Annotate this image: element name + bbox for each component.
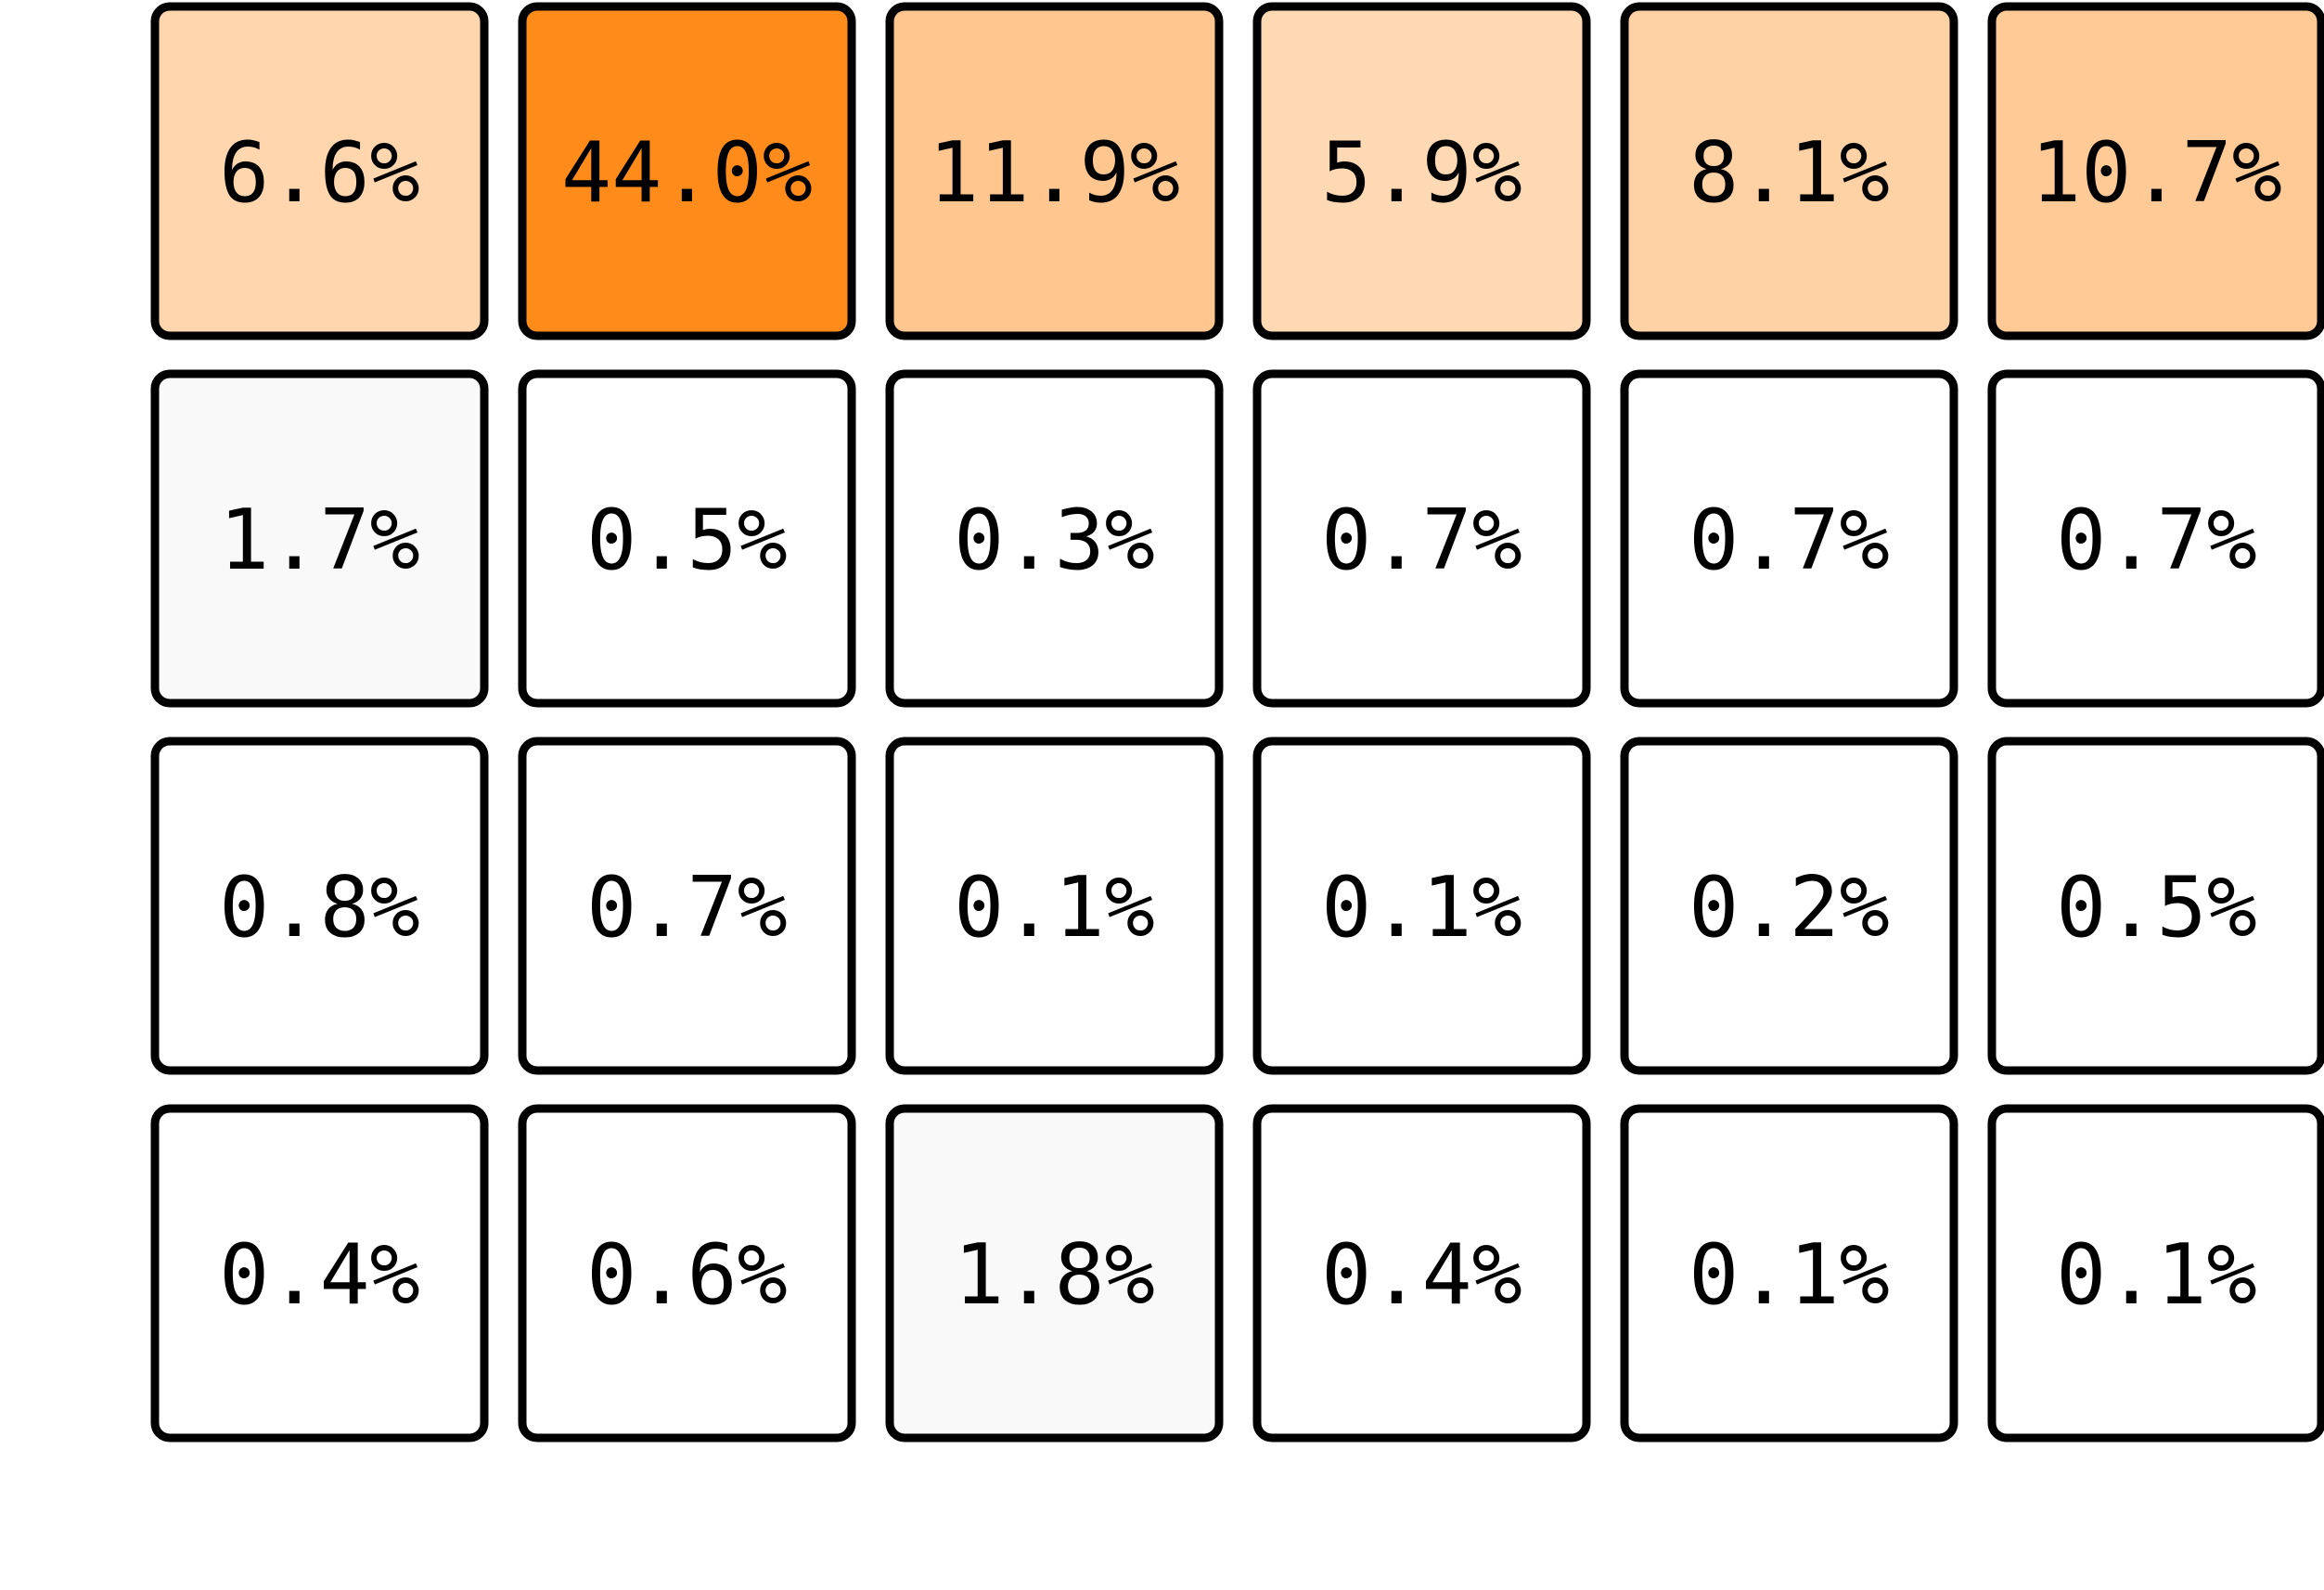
- heatmap-cell: 0.5%: [1987, 737, 2324, 1075]
- heatmap-cell-label: 0.2%: [1688, 859, 1890, 956]
- heatmap-cell-label: 5.9%: [1321, 124, 1522, 222]
- heatmap-cell-rect: [518, 2, 856, 340]
- heatmap-cell: 44.0%: [518, 2, 856, 340]
- heatmap-cell-label: 0.7%: [2056, 492, 2257, 589]
- heatmap-cell-rect: [1252, 369, 1591, 708]
- heatmap-cell-label: 0.1%: [1321, 859, 1522, 956]
- heatmap-cell: 0.8%: [150, 737, 489, 1075]
- heatmap-cell: 10.7%: [1987, 2, 2324, 340]
- heatmap-cell-rect: [885, 369, 1224, 708]
- heatmap-cell-rect: [1620, 369, 1958, 708]
- heatmap-cell-label: 0.1%: [1688, 1226, 1890, 1324]
- heatmap-cell-label: 6.6%: [219, 124, 420, 222]
- heatmap-cell-rect: [150, 369, 489, 708]
- heatmap-cell-rect: [518, 737, 856, 1075]
- heatmap-cell-rect: [1620, 737, 1958, 1075]
- heatmap-cell-rect: [1252, 737, 1591, 1075]
- heatmap-cell-label: 44.0%: [561, 124, 813, 222]
- heatmap-cell-rect: [1987, 369, 2324, 708]
- heatmap-cell: 0.4%: [150, 1104, 489, 1443]
- heatmap-cell: 1.8%: [885, 1104, 1224, 1443]
- heatmap-cell-rect: [518, 369, 856, 708]
- heatmap-cell-label: 0.7%: [1688, 492, 1890, 589]
- heatmap-cell-label: 0.4%: [219, 1226, 420, 1324]
- heatmap-cell-rect: [518, 1104, 856, 1443]
- heatmap-cell: 0.7%: [1252, 369, 1591, 708]
- heatmap-cell-rect: [1620, 1104, 1958, 1443]
- heatmap-cell-label: 0.7%: [586, 859, 788, 956]
- heatmap-cell-label: 0.3%: [954, 492, 1155, 589]
- heatmap-cell: 6.6%: [150, 2, 489, 340]
- heatmap-cell: 1.7%: [150, 369, 489, 708]
- heatmap-cell-rect: [1987, 2, 2324, 340]
- heatmap-cell-rect: [885, 1104, 1224, 1443]
- heatmap-cell-label: 0.1%: [2056, 1226, 2257, 1324]
- heatmap-cell-label: 10.7%: [2031, 124, 2282, 222]
- heatmap-cell-rect: [150, 2, 489, 340]
- heatmap-cell: 0.4%: [1252, 1104, 1591, 1443]
- heatmap-cell-label: 1.8%: [954, 1226, 1155, 1324]
- heatmap-cell-label: 0.4%: [1321, 1226, 1522, 1324]
- heatmap-cell: 0.7%: [1987, 369, 2324, 708]
- heatmap-cell: 8.1%: [1620, 2, 1958, 340]
- heatmap-cell-label: 0.5%: [2056, 859, 2257, 956]
- heatmap-cell: 0.1%: [1620, 1104, 1958, 1443]
- heatmap-cell: 0.1%: [1252, 737, 1591, 1075]
- heatmap-cell-label: 0.5%: [586, 492, 788, 589]
- heatmap-cell: 0.5%: [518, 369, 856, 708]
- heatmap-cell-label: 0.6%: [586, 1226, 788, 1324]
- heatmap-cell-rect: [1987, 737, 2324, 1075]
- heatmap-cell-rect: [150, 1104, 489, 1443]
- heatmap-cell: 0.3%: [885, 369, 1224, 708]
- heatmap-cell-rect: [1252, 2, 1591, 340]
- heatmap-cell-rect: [1620, 2, 1958, 340]
- heatmap-cell-label: 0.8%: [219, 859, 420, 956]
- heatmap-cell: 0.1%: [1987, 1104, 2324, 1443]
- heatmap-cell-rect: [885, 2, 1224, 340]
- heatmap-cell-label: 8.1%: [1688, 124, 1890, 222]
- heatmap-cell: 0.7%: [518, 737, 856, 1075]
- heatmap-cell-label: 11.9%: [929, 124, 1180, 222]
- heatmap-cell-rect: [885, 737, 1224, 1075]
- heatmap-cell-label: 0.1%: [954, 859, 1155, 956]
- heatmap-cell-rect: [1987, 1104, 2324, 1443]
- heatmap-cell-label: 0.7%: [1321, 492, 1522, 589]
- heatmap-cell: 0.2%: [1620, 737, 1958, 1075]
- heatmap-cell: 0.1%: [885, 737, 1224, 1075]
- heatmap-cell: 0.7%: [1620, 369, 1958, 708]
- heatmap-cell-label: 1.7%: [219, 492, 420, 589]
- heatmap-cell: 5.9%: [1252, 2, 1591, 340]
- heatmap-cell: 0.6%: [518, 1104, 856, 1443]
- heatmap-cell: 11.9%: [885, 2, 1224, 340]
- heatmap-cell-rect: [150, 737, 489, 1075]
- heatmap-cells: 6.6% 44.0% 11.9% 5.9% 8.1% 10.7% 1.7% 0.5% 0.3% 0…: [150, 2, 2324, 1443]
- heatmap-cell-rect: [1252, 1104, 1591, 1443]
